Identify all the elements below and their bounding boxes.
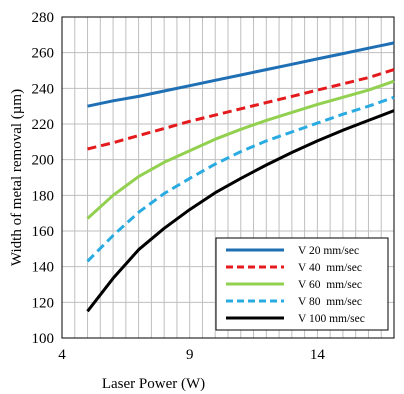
y-tick-label: 180	[32, 188, 55, 204]
y-tick-label: 140	[32, 260, 55, 276]
legend-label: V 20 mm/sec	[298, 245, 359, 257]
y-tick-label: 200	[32, 153, 55, 169]
y-tick-label: 100	[32, 331, 55, 347]
legend: V 20 mm/sec V 40 mm/sec V 60 mm/sec V 80 mm…	[215, 237, 389, 331]
y-tick-label: 120	[32, 295, 55, 311]
series-lines	[86, 41, 395, 313]
legend-label: V 80 mm/sec	[298, 296, 362, 308]
series-line	[86, 95, 395, 263]
y-tick-label: 260	[32, 46, 55, 62]
legend-label: V 60 mm/sec	[298, 279, 362, 291]
x-tick-label: 9	[186, 347, 194, 363]
y-tick-label: 280	[32, 10, 55, 26]
x-axis-label: Laser Power (W)	[102, 376, 205, 392]
y-tick-labels: 100 120 140 160 180 200 220 240 260 280	[32, 10, 55, 347]
plot-frame	[61, 16, 395, 339]
series-line	[87, 41, 395, 108]
y-tick-label: 160	[32, 224, 55, 240]
y-axis-label: Width of metal removal (µm)	[9, 89, 25, 266]
x-tick-label: 14	[310, 347, 326, 363]
x-tick-labels: 4 9 14	[58, 347, 325, 363]
legend-label: V 40 mm/sec	[298, 262, 362, 274]
x-tick-label: 4	[58, 347, 66, 363]
legend-label: V 100 mm/sec	[298, 313, 365, 325]
y-tick-label: 240	[32, 81, 55, 97]
series-line	[86, 109, 395, 313]
series-line	[86, 79, 395, 220]
y-tick-label: 220	[32, 117, 55, 133]
series-line	[87, 68, 395, 151]
